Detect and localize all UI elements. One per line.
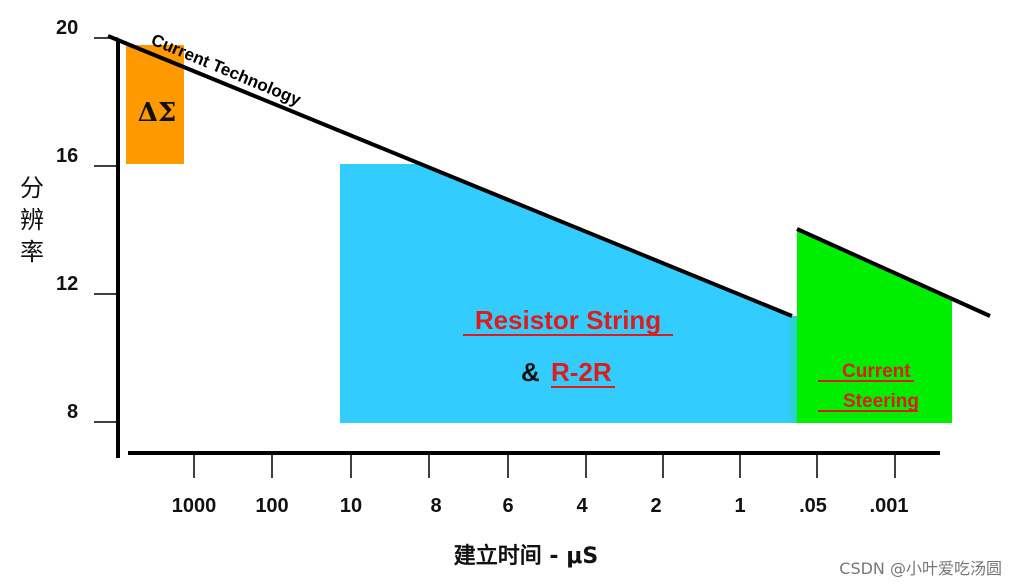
resistor-string-region — [340, 164, 790, 423]
y-axis-label-char: 率 — [20, 238, 44, 266]
x-tick-label: 2 — [650, 495, 661, 517]
y-tick-label: 8 — [67, 401, 78, 423]
resistor-string-label: Resistor String — [475, 305, 661, 335]
x-axis-label: 建立时间 - μS — [454, 543, 598, 569]
x-tick-label: .001 — [870, 495, 909, 517]
x-tick-label: 8 — [430, 495, 441, 517]
x-tick-label: 6 — [502, 495, 513, 517]
x-tick-label: 10 — [340, 495, 362, 517]
ampersand-label: & — [521, 357, 540, 387]
current-technology-trend-line — [107, 34, 793, 318]
x-tick-label: .05 — [799, 495, 827, 517]
x-tick-label: 100 — [255, 495, 288, 517]
delta-sigma-label: ΔΣ — [138, 98, 177, 128]
current-steering-trend-line — [796, 227, 991, 318]
r2r-label: R-2R — [551, 357, 612, 387]
y-axis-label-char: 辨 — [20, 206, 44, 234]
x-tick-label: 1000 — [172, 495, 217, 517]
x-axis-ticks — [193, 453, 896, 478]
y-axis-label-char: 分 — [20, 174, 44, 202]
current-steering-label-line2: Steering — [843, 391, 919, 412]
y-axis-ticks — [94, 37, 118, 423]
watermark: CSDN @小叶爱吃汤圆 — [839, 559, 1002, 578]
y-tick-label: 16 — [56, 145, 78, 167]
x-tick-label: 1 — [734, 495, 745, 517]
current-steering-label-line1: Current — [842, 361, 911, 382]
x-tick-label: 4 — [576, 495, 588, 517]
current-steering-region — [797, 230, 952, 423]
y-tick-label: 20 — [56, 17, 78, 39]
y-tick-label: 12 — [56, 273, 78, 295]
